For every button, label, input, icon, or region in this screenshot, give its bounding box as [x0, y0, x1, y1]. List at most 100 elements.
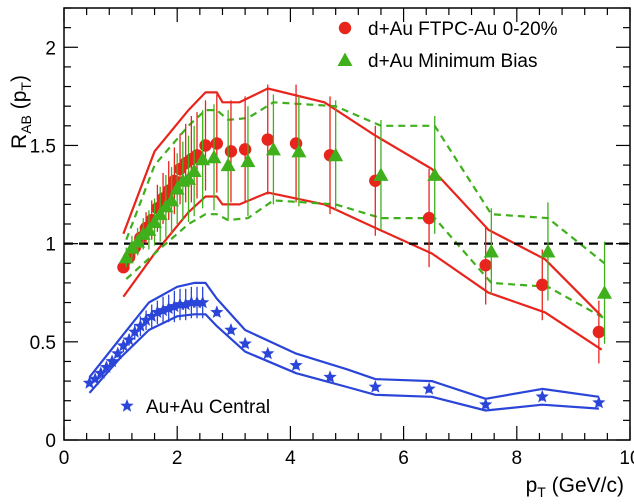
- y-tick-label: 0.5: [30, 333, 56, 354]
- legend-label: Au+Au Central: [146, 397, 270, 418]
- star-marker: [535, 389, 549, 403]
- au-au-central-systematic-band: [88, 281, 600, 412]
- circle-marker: [238, 143, 252, 156]
- triangle-marker: [427, 167, 443, 181]
- star-marker: [173, 297, 187, 311]
- star-marker: [99, 360, 114, 373]
- triangle-marker: [220, 157, 236, 172]
- axis-ticks: [63, 7, 631, 441]
- star-marker: [139, 313, 153, 326]
- x-tick-label: 0: [59, 448, 70, 469]
- star-marker: [156, 303, 170, 317]
- star-marker: [105, 354, 119, 368]
- tick-labels: 0 2 4 6 8 10 0 0.5 1 1.5 2: [30, 38, 634, 469]
- circle-marker: [592, 325, 606, 339]
- star-marker: [150, 305, 164, 318]
- star-marker: [179, 297, 193, 311]
- band-lower-line: [122, 191, 603, 351]
- circle-marker: [210, 137, 224, 150]
- x-tick-label: 6: [398, 448, 409, 469]
- star-marker: [145, 309, 159, 322]
- d-au-ftpc-au-0-20-systematic-band: [122, 87, 603, 351]
- circle-marker: [536, 278, 549, 292]
- star-marker: [210, 305, 224, 318]
- star-marker: [592, 395, 606, 409]
- band-lower-line: [88, 313, 599, 412]
- series-au-au-central: [82, 286, 606, 411]
- x-axis-title: pT (GeV/c): [526, 474, 624, 500]
- star-marker: [82, 376, 97, 389]
- band-upper-line: [125, 101, 606, 265]
- y-axis-title: RAB (pT): [8, 75, 34, 149]
- legend-entry-d-au-ftpc-au-0-20: d+Au FTPC-Au 0-20%: [338, 19, 558, 40]
- star-marker: [133, 319, 148, 332]
- band-upper-line: [122, 87, 603, 318]
- star-marker: [128, 325, 142, 338]
- triangle-marker: [141, 222, 157, 236]
- star-marker: [122, 332, 136, 346]
- circle-marker: [422, 211, 436, 225]
- triangle-marker: [597, 285, 613, 299]
- legend: d+Au FTPC-Au 0-20% d+Au Minimum Bias Au+Au…: [120, 19, 558, 418]
- triangle-marker: [195, 151, 211, 166]
- star-marker: [162, 301, 176, 315]
- circle-marker: [199, 139, 212, 152]
- star-marker: [238, 336, 252, 350]
- star-marker: [116, 338, 131, 352]
- star-marker: [323, 370, 337, 383]
- star-marker: [368, 380, 382, 393]
- legend-circle-marker: [338, 21, 352, 35]
- band-lower-line: [125, 199, 606, 320]
- x-tick-label: 4: [285, 448, 296, 469]
- triangle-marker: [373, 167, 389, 181]
- star-marker: [190, 295, 204, 309]
- star-marker: [479, 397, 493, 411]
- triangle-marker: [130, 234, 146, 248]
- star-marker: [111, 346, 125, 360]
- legend-triangle-marker: [337, 52, 353, 66]
- star-marker: [289, 358, 303, 371]
- legend-label: d+Au Minimum Bias: [368, 51, 537, 72]
- triangle-marker: [164, 192, 180, 207]
- legend-entry-d-au-minimum-bias: d+Au Minimum Bias: [337, 51, 537, 72]
- band-upper-line: [88, 281, 600, 400]
- y-tick-label: 1: [45, 235, 56, 256]
- triangle-marker: [186, 163, 202, 177]
- y-tick-label: 1.5: [30, 136, 56, 157]
- triangle-marker: [265, 141, 281, 156]
- triangle-marker: [147, 214, 163, 229]
- triangle-marker: [328, 147, 344, 162]
- star-marker: [88, 372, 102, 385]
- star-marker: [261, 346, 275, 360]
- series-d-au-minimum-bias: [118, 94, 613, 344]
- x-tick-label: 10: [619, 448, 634, 469]
- y-tick-label: 2: [45, 38, 56, 59]
- legend-label: d+Au FTPC-Au 0-20%: [368, 19, 558, 40]
- y-tick-label: 0: [45, 431, 56, 452]
- triangle-marker: [181, 171, 197, 185]
- circle-marker: [224, 145, 238, 158]
- star-marker: [184, 295, 198, 309]
- triangle-marker: [169, 181, 185, 195]
- star-marker: [167, 299, 181, 313]
- d-au-minimum-bias-systematic-band: [125, 101, 606, 320]
- triangle-marker: [540, 243, 556, 258]
- systematic-bands: [88, 87, 606, 412]
- triangle-marker: [118, 249, 134, 264]
- data-points: [82, 84, 613, 411]
- x-tick-label: 8: [512, 448, 523, 469]
- triangle-marker: [483, 243, 499, 258]
- x-tick-label: 2: [172, 448, 183, 469]
- star-marker: [94, 366, 108, 379]
- star-marker: [196, 295, 210, 309]
- triangle-marker: [240, 153, 256, 168]
- circle-marker: [479, 259, 492, 272]
- legend-entry-au-au-central: Au+Au Central: [120, 397, 270, 418]
- triangle-marker: [291, 143, 307, 158]
- triangle-marker: [152, 206, 168, 221]
- circle-marker: [261, 133, 274, 146]
- triangle-marker: [206, 149, 222, 164]
- star-marker: [422, 381, 436, 395]
- legend-star-marker: [120, 399, 134, 412]
